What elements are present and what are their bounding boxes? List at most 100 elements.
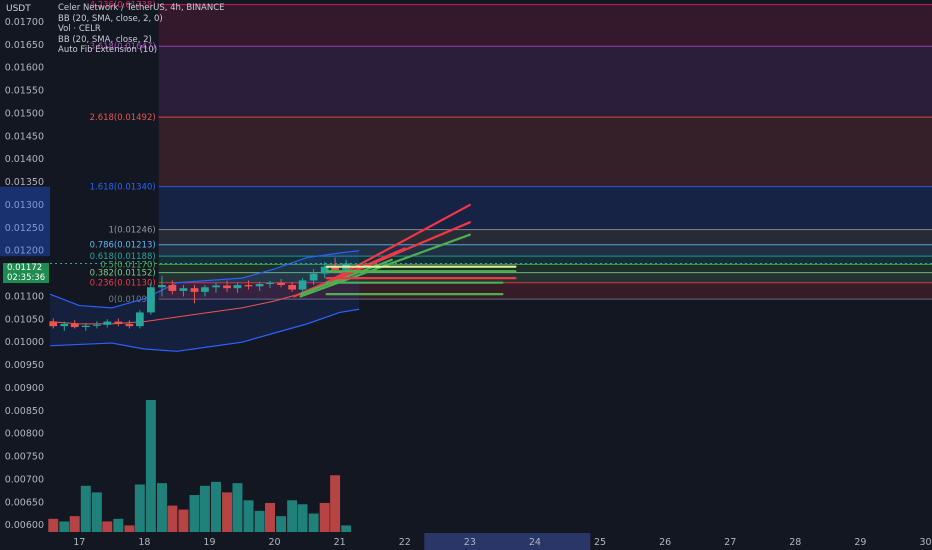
candle-body[interactable] [49,321,58,327]
fib-level-label: 0.236(0.01130) [90,279,156,289]
candle-body[interactable] [288,284,297,290]
candle-body[interactable] [168,284,177,291]
candle-body[interactable] [60,323,69,327]
y-tick-label: 0.01300 [5,200,44,211]
candle-body[interactable] [147,287,155,313]
volume-bar [276,516,287,532]
candle-body[interactable] [158,284,166,288]
volume-bar [134,484,145,532]
candle-body[interactable] [320,266,329,274]
candle-body[interactable] [81,325,90,328]
volume-bar [330,475,341,532]
x-tick-label: 18 [138,537,150,548]
volume-bar [265,502,275,532]
volume-bar [211,481,221,532]
y-tick-label: 0.00700 [5,474,44,485]
y-tick-label: 0.01100 [5,291,44,302]
volume-bar [48,518,59,532]
volume-bar [287,500,298,532]
x-tick-label: 25 [594,537,606,548]
x-tick-label: 19 [203,537,215,548]
x-tick-label: 17 [73,537,85,548]
candle-body[interactable] [92,324,101,326]
candle-body[interactable] [331,266,339,270]
volume-bar [124,525,135,532]
legend-indicator-volume[interactable]: Vol · CELR [58,24,101,35]
volume-bar [341,525,352,532]
candle-body[interactable] [125,323,134,327]
volume-bar [243,500,254,532]
y-tick-label: 0.00850 [5,406,44,417]
fib-zone [158,229,932,245]
y-tick-label: 0.01000 [5,337,44,348]
trend-line[interactable] [299,233,471,298]
fib-level-label: 4.236(0.01738) [90,1,156,11]
volume-bar [308,513,319,532]
x-tick-label: 24 [529,537,541,548]
y-tick-label: 0.00900 [5,383,44,394]
candle-body[interactable] [255,284,264,287]
x-tick-label: 27 [724,537,736,548]
volume-bar [156,483,167,532]
candle-body[interactable] [103,321,112,325]
candle-body[interactable] [70,323,79,328]
y-tick-label: 0.01550 [5,86,44,97]
y-tick-label: 0.01350 [5,177,44,188]
trend-line[interactable] [292,247,406,298]
x-tick-label: 28 [789,537,801,548]
candle-body[interactable] [212,285,220,288]
candle-body[interactable] [114,321,123,324]
fib-zone [158,256,932,265]
fib-zone [158,46,932,118]
y-tick-label: 0.00600 [5,520,44,531]
x-tick-label: 26 [659,537,671,548]
volume-bar [178,509,189,532]
y-tick-label: 0.01200 [5,246,44,257]
fib-level-label: 0.5(0.01170) [100,260,155,270]
legend-indicator-bb-2[interactable]: BB (20, SMA, close, 2) [58,34,152,45]
legend-indicator-bb-1[interactable]: BB (20, SMA, close, 2, 0) [58,13,163,24]
volume-bar [297,504,308,532]
volume-bar [91,492,102,532]
volume-bar [232,483,243,532]
candle-body[interactable] [223,285,231,289]
x-tick-label: 20 [269,537,281,548]
candle-body[interactable] [233,284,242,289]
fib-zone [158,244,932,257]
volume-bar [254,510,265,532]
volume-bar [69,516,80,532]
candle-body[interactable] [135,312,144,327]
trend-line[interactable] [299,258,393,296]
volume-bar [59,521,70,532]
fib-level-label: 2.618(0.01492) [90,113,156,123]
current-price-value: 0.01172 [7,263,43,273]
candle-body[interactable] [266,282,274,285]
volume-bar [189,495,200,532]
candle-body[interactable] [298,280,307,290]
y-tick-label: 0.01250 [5,223,44,234]
fib-level-label: 0.786(0.01213) [90,241,156,251]
x-axis-highlight [424,533,591,550]
fib-zone [158,264,932,273]
x-tick-label: 22 [399,537,411,548]
candle-body[interactable] [309,273,318,281]
legend-symbol[interactable]: Celer Network / TetherUS, 4h, BINANCE [58,3,225,13]
y-tick-label: 0.01700 [5,17,44,28]
fib-level-label: 0.382(0.01152) [90,269,156,279]
volume-bar [145,400,156,532]
fib-level-label: 0(0.01094) [109,295,156,305]
fib-level-label: 1.618(0.01340) [90,183,156,193]
candle-body[interactable] [179,288,188,291]
fib-zone [158,272,932,283]
candle-body[interactable] [190,288,199,292]
legend-indicator-fib[interactable]: Auto Fib Extension (10) [58,45,158,56]
volume-bar [80,485,91,532]
y-axis-highlight [0,186,50,257]
x-tick-label: 23 [464,537,476,548]
candle-body[interactable] [244,284,253,287]
candle-body[interactable] [277,282,285,285]
volume-bar [167,505,178,532]
y-axis-unit: USDT [6,4,31,14]
candle-body[interactable] [201,287,209,292]
